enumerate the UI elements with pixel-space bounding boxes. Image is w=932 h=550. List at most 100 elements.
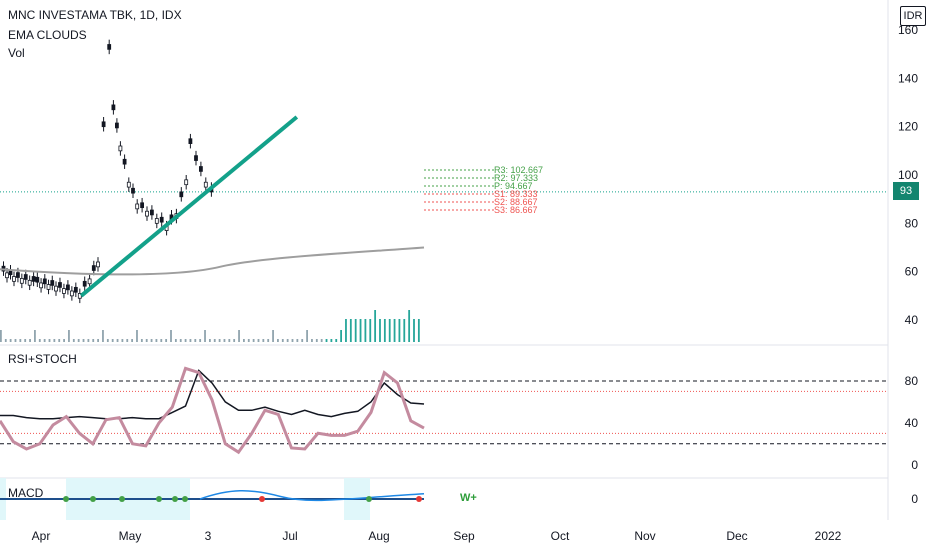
time-tick-label: Nov bbox=[634, 529, 655, 543]
macd-signal-annotation: W+ bbox=[460, 492, 477, 504]
candle-body bbox=[42, 278, 47, 285]
candle-body bbox=[66, 284, 70, 291]
rsi-series-line bbox=[0, 366, 425, 455]
trendline bbox=[79, 115, 299, 298]
volume-bar bbox=[262, 339, 265, 342]
volume-bar bbox=[320, 339, 323, 342]
time-tick-label: Apr bbox=[32, 529, 51, 543]
candle-body bbox=[145, 210, 149, 217]
candle-body bbox=[35, 276, 40, 283]
macd-cross-marker bbox=[172, 496, 178, 502]
volume-bar bbox=[106, 339, 109, 342]
volume-bar bbox=[63, 339, 65, 342]
volume-bar bbox=[364, 319, 367, 342]
currency-badge[interactable]: IDR bbox=[900, 6, 926, 26]
volume-bar bbox=[77, 339, 80, 342]
candle-body bbox=[54, 285, 58, 292]
price-tick-label: 80 bbox=[905, 216, 919, 230]
time-tick-label: Jul bbox=[282, 529, 297, 543]
volume-bar bbox=[393, 319, 396, 342]
pivot-label: R2: 97.333 bbox=[494, 173, 538, 183]
candle-body bbox=[91, 265, 96, 271]
candle-body bbox=[69, 290, 74, 297]
time-tick-label: 3 bbox=[205, 529, 212, 543]
pivot-label: S2: 88.667 bbox=[494, 197, 538, 207]
macd-tick-label: 0 bbox=[911, 492, 918, 506]
moving-average-line bbox=[0, 246, 425, 276]
pivot-label: P: 94.667 bbox=[494, 181, 533, 191]
volume-bar bbox=[325, 339, 328, 342]
volume-bar bbox=[257, 339, 260, 342]
rsi-series-line bbox=[0, 369, 425, 420]
candle-body bbox=[31, 276, 36, 282]
volume-bar bbox=[38, 339, 41, 342]
candle-body bbox=[27, 279, 32, 286]
volume-bar bbox=[170, 330, 172, 342]
volume-bar bbox=[413, 319, 415, 342]
volume-bar bbox=[204, 330, 206, 342]
candle-body bbox=[16, 272, 20, 278]
volume-bar bbox=[145, 339, 148, 342]
volume-bar bbox=[208, 339, 211, 342]
macd-cross-marker bbox=[182, 496, 188, 502]
volume-bar bbox=[194, 339, 197, 342]
volume-bar bbox=[165, 339, 168, 342]
rsi-pane-title[interactable]: RSI+STOCH bbox=[8, 352, 77, 366]
volume-bar bbox=[252, 339, 255, 342]
volume-bar bbox=[102, 330, 104, 342]
price-tick-label: 120 bbox=[898, 120, 918, 134]
macd-cross-marker bbox=[90, 496, 96, 502]
volume-bar bbox=[354, 319, 357, 342]
price-tick-label: 100 bbox=[898, 168, 918, 182]
volume-bar bbox=[277, 339, 279, 342]
volume-bar bbox=[199, 339, 202, 342]
volume-bar bbox=[359, 319, 362, 342]
volume-bar bbox=[136, 330, 138, 342]
candle-body bbox=[111, 104, 116, 111]
indicator-volume[interactable]: Vol bbox=[8, 46, 25, 60]
volume-bar bbox=[383, 319, 386, 342]
candle-body bbox=[19, 278, 24, 284]
volume-bar bbox=[92, 339, 95, 342]
time-tick-label: Aug bbox=[368, 529, 389, 543]
volume-bar bbox=[315, 339, 318, 342]
volume-bar bbox=[72, 339, 75, 342]
candle-body bbox=[12, 276, 16, 282]
candle-body bbox=[96, 261, 100, 268]
volume-bar bbox=[174, 339, 177, 342]
indicator-ema-clouds[interactable]: EMA CLOUDS bbox=[8, 28, 87, 42]
volume-bar bbox=[311, 339, 313, 342]
volume-bar bbox=[335, 339, 338, 342]
price-tick-label: 60 bbox=[905, 265, 919, 279]
volume-bar bbox=[403, 319, 406, 342]
volume-bar bbox=[398, 319, 401, 342]
candle-body bbox=[188, 138, 193, 144]
volume-bar bbox=[29, 339, 31, 342]
macd-cross-marker bbox=[156, 496, 162, 502]
price-tick-label: 160 bbox=[898, 23, 918, 37]
volume-bar bbox=[291, 339, 294, 342]
time-tick-label: Oct bbox=[551, 529, 570, 543]
volume-bar bbox=[379, 319, 381, 342]
candle-body bbox=[122, 158, 127, 165]
volume-bar bbox=[24, 339, 27, 342]
chart-title: MNC INVESTAMA TBK, 1D, IDX bbox=[8, 8, 182, 22]
macd-pane-title[interactable]: MACD bbox=[8, 486, 44, 500]
candle-body bbox=[62, 288, 66, 294]
time-tick-label: May bbox=[119, 529, 142, 543]
pivot-label: S3: 86.667 bbox=[494, 205, 538, 215]
candle-body bbox=[101, 121, 106, 128]
candle-body bbox=[87, 278, 92, 285]
volume-bar bbox=[68, 330, 70, 342]
candle-body bbox=[194, 155, 198, 161]
volume-bar bbox=[121, 339, 124, 342]
candle-body bbox=[39, 282, 43, 289]
candle-body bbox=[198, 166, 203, 172]
candle-body bbox=[115, 122, 119, 129]
volume-bar bbox=[388, 319, 391, 342]
volume-bar bbox=[126, 339, 129, 342]
volume-bar bbox=[369, 319, 372, 342]
volume-bar bbox=[349, 319, 352, 342]
volume-bar bbox=[19, 339, 22, 342]
volume-bar bbox=[233, 339, 236, 342]
